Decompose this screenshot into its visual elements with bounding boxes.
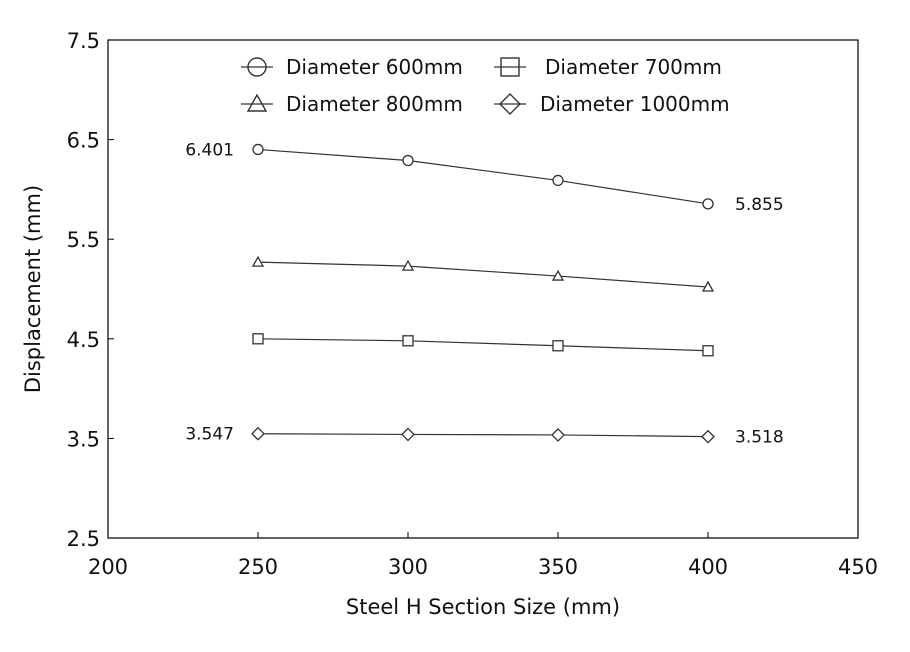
annotation-layer: 6.401 5.855 3.547 3.518 — [185, 140, 783, 447]
data-label: 3.547 — [185, 425, 234, 445]
axis-ticks: 200 250 300 350 400 450 2.5 3.5 4.5 5.5 6.5 7.5 — [67, 29, 878, 579]
data-point — [401, 427, 415, 442]
series-line — [257, 433, 709, 438]
legend-marker — [500, 57, 520, 77]
y-tick-label: 2.5 — [67, 527, 100, 551]
series-triangle — [251, 255, 715, 292]
y-tick-label: 3.5 — [67, 427, 100, 451]
legend-marker — [246, 93, 268, 112]
y-tick-label: 5.5 — [67, 228, 100, 252]
data-point — [551, 269, 565, 281]
data-point — [252, 143, 264, 156]
legend-label: Diameter 800mm — [286, 92, 463, 116]
legend-item: Diameter 600mm — [241, 55, 463, 79]
x-tick-label: 300 — [388, 555, 428, 579]
y-tick-label: 4.5 — [67, 328, 100, 352]
y-tick-label: 7.5 — [67, 29, 100, 53]
legend-marker — [499, 93, 521, 115]
data-point — [402, 335, 414, 347]
data-point — [251, 426, 265, 441]
data-point — [251, 255, 265, 267]
series-circle — [252, 143, 714, 210]
x-tick-label: 200 — [88, 555, 128, 579]
data-point — [701, 280, 715, 292]
x-tick-label: 250 — [238, 555, 278, 579]
series-line — [257, 261, 709, 288]
data-point — [701, 429, 715, 444]
series-diamond — [251, 426, 715, 444]
legend: Diameter 600mm Diameter 700mm Diameter 800… — [241, 55, 730, 116]
data-point — [552, 340, 564, 352]
data-point — [252, 333, 264, 345]
series-layer — [251, 143, 715, 444]
data-label: 6.401 — [185, 140, 234, 160]
legend-label: Diameter 600mm — [286, 55, 463, 79]
data-point — [551, 427, 565, 442]
data-point — [552, 174, 564, 187]
series-square — [252, 333, 714, 357]
data-label: 3.518 — [735, 428, 784, 448]
data-label: 5.855 — [735, 195, 784, 215]
data-point — [702, 345, 714, 357]
y-tick-label: 6.5 — [67, 129, 100, 153]
x-axis-title: Steel H Section Size (mm) — [346, 595, 620, 619]
legend-item: Diameter 800mm — [241, 92, 463, 116]
x-tick-label: 350 — [538, 555, 578, 579]
data-point — [702, 198, 714, 210]
x-tick-label: 450 — [838, 555, 878, 579]
series-line — [257, 338, 709, 352]
y-axis-title: Displacement (mm) — [21, 185, 45, 393]
legend-item: Diameter 700mm — [494, 55, 722, 79]
legend-label: Diameter 1000mm — [540, 92, 730, 116]
data-point — [402, 154, 414, 167]
legend-item: Diameter 1000mm — [494, 92, 730, 116]
series-line — [257, 148, 709, 205]
legend-marker — [247, 57, 267, 77]
legend-label: Diameter 700mm — [545, 55, 722, 79]
x-tick-label: 400 — [688, 555, 728, 579]
plot-frame — [107, 39, 859, 539]
data-point — [401, 259, 415, 271]
